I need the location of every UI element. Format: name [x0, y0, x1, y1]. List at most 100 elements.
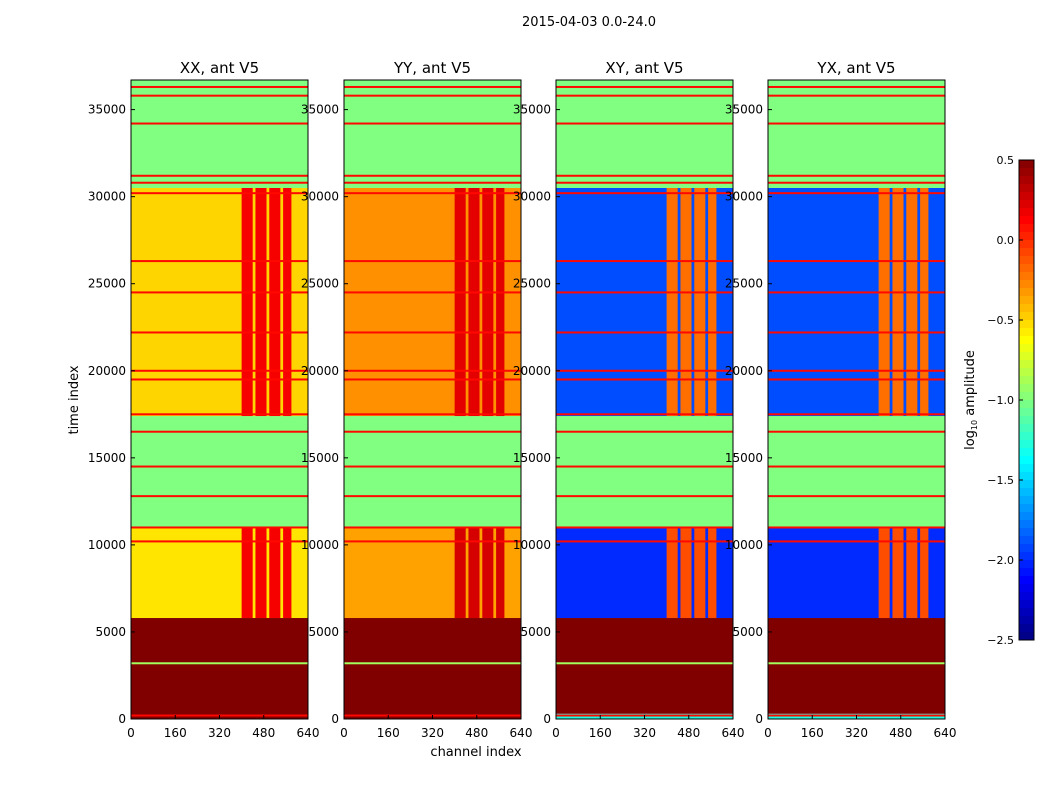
y-tick-label: 30000 [513, 190, 551, 204]
flag-line [131, 526, 308, 529]
heatmap-segment [556, 80, 733, 188]
heatmap-segment [344, 618, 521, 719]
flag-line [344, 331, 521, 334]
heatmap-segment [131, 618, 308, 719]
flag-line [344, 94, 521, 97]
heatmap-stripe [920, 187, 929, 417]
heatmap-stripe [906, 527, 918, 619]
y-tick-label: 20000 [88, 364, 126, 378]
colorbar-swatch [1019, 608, 1034, 617]
colorbar-swatch [1019, 232, 1034, 241]
colorbar-swatch [1019, 240, 1034, 249]
flag-line [556, 413, 733, 416]
x-tick-label: 320 [633, 726, 656, 740]
x-tick-label: 640 [722, 726, 745, 740]
colorbar-swatch [1019, 464, 1034, 473]
flag-line [556, 291, 733, 294]
x-tick-label: 480 [889, 726, 912, 740]
colorbar-swatch [1019, 384, 1034, 393]
y-tick-label: 10000 [88, 538, 126, 552]
x-tick-label: 160 [164, 726, 187, 740]
y-tick-label: 5000 [95, 625, 126, 639]
colorbar-swatch [1019, 424, 1034, 433]
panel-0: XX, ant V5 0 160 320 480 640 0 5000 10000 15000 20… [88, 59, 320, 740]
flag-line [768, 192, 945, 195]
flag-line [344, 378, 521, 381]
colorbar-swatch [1019, 600, 1034, 609]
flag-line [556, 662, 733, 665]
flag-line [556, 174, 733, 177]
y-tick-label: 0 [755, 712, 763, 726]
colorbar-swatch [1019, 256, 1034, 265]
heatmap-stripe [694, 187, 706, 417]
flag-line [131, 540, 308, 543]
panel-2: XY, ant V5 0 160 320 480 640 0 5000 10000 15000 20… [513, 59, 745, 740]
heatmap-segment [131, 416, 308, 528]
heatmap-stripe [666, 527, 678, 619]
colorbar-swatch [1019, 304, 1034, 313]
colorbar-swatch [1019, 520, 1034, 529]
flag-line [131, 291, 308, 294]
colorbar-swatch [1019, 448, 1034, 457]
flag-line [556, 369, 733, 372]
colorbar-swatch [1019, 160, 1034, 169]
y-axis-label: time index [67, 365, 82, 434]
x-tick-label: 0 [552, 726, 560, 740]
heatmap-stripe [482, 527, 494, 619]
flag-line [131, 331, 308, 334]
flag-line [344, 526, 521, 529]
flag-line [131, 662, 308, 665]
heatmap-segment [344, 416, 521, 528]
heatmap-stripe [255, 527, 267, 619]
heatmap-segment [344, 80, 521, 188]
heatmap-segment [768, 187, 945, 417]
colorbar-swatch [1019, 544, 1034, 553]
flag-line [131, 413, 308, 416]
flag-line [556, 85, 733, 88]
flag-line [131, 94, 308, 97]
heatmap-segment [768, 80, 945, 188]
y-tick-label: 10000 [725, 538, 763, 552]
flag-line [768, 331, 945, 334]
flag-line [768, 291, 945, 294]
panel-title: XY, ant V5 [605, 59, 683, 77]
heatmap-stripe [283, 187, 292, 417]
colorbar-swatch [1019, 200, 1034, 209]
flag-line [556, 526, 733, 529]
flag-line [344, 291, 521, 294]
flag-line [131, 122, 308, 125]
flag-line [556, 181, 733, 184]
flag-line [556, 430, 733, 433]
flag-line [768, 430, 945, 433]
flag-line [768, 181, 945, 184]
flag-line [131, 465, 308, 468]
colorbar-swatch [1019, 352, 1034, 361]
colorbar-swatch [1019, 504, 1034, 513]
flag-line [344, 85, 521, 88]
figure-title: 2015-04-03 0.0-24.0 [522, 15, 656, 30]
y-tick-label: 5000 [308, 625, 339, 639]
flag-line [768, 495, 945, 498]
colorbar-swatch [1019, 584, 1034, 593]
colorbar-swatch [1019, 432, 1034, 441]
flag-line [768, 85, 945, 88]
heatmap-segment [768, 618, 945, 714]
x-tick-label: 0 [127, 726, 135, 740]
flag-line [768, 540, 945, 543]
heatmap-segment [556, 618, 733, 714]
flag-line [556, 540, 733, 543]
flag-line [344, 662, 521, 665]
colorbar-swatch [1019, 416, 1034, 425]
flag-line [344, 465, 521, 468]
colorbar-swatch [1019, 512, 1034, 521]
colorbar-swatch [1019, 400, 1034, 409]
heatmap-stripe [496, 187, 505, 417]
heatmap-stripe [241, 187, 253, 417]
heatmap-stripe [666, 187, 678, 417]
flag-line [556, 260, 733, 263]
y-tick-label: 30000 [301, 190, 339, 204]
colorbar-swatch [1019, 528, 1034, 537]
flag-line [768, 378, 945, 381]
flag-line [344, 122, 521, 125]
flag-line [131, 85, 308, 88]
